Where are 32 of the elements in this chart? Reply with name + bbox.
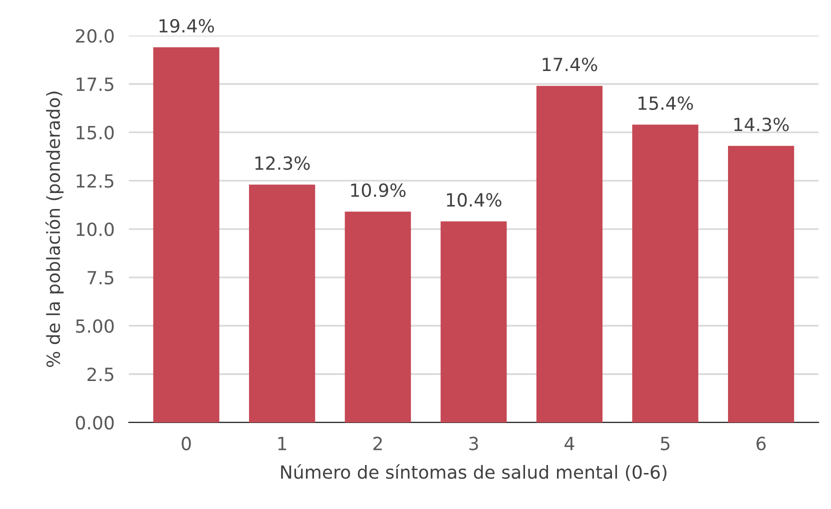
data-label: 12.3% (255, 156, 310, 170)
y-tick-label: 0.00 (76, 416, 114, 430)
y-tick-label: 7.5 (88, 271, 114, 285)
bar (440, 221, 507, 422)
y-tick-label: 15.0 (76, 126, 114, 140)
x-tick-label: 1 (278, 436, 286, 450)
data-label: 19.4% (160, 18, 214, 33)
x-tick-label: 5 (660, 436, 670, 450)
bar (632, 124, 698, 422)
bar (249, 184, 316, 422)
x-tick-label: 0 (182, 436, 191, 450)
x-tick-label: 6 (756, 436, 766, 450)
x-axis-title: Número de síntomas de salud mental (0-6) (281, 464, 666, 482)
y-tick-label: 10.0 (76, 222, 114, 236)
x-tick-label: 2 (373, 436, 382, 450)
y-axis-title: % de la población (ponderado) (45, 92, 64, 367)
bar (728, 146, 794, 422)
bar (153, 47, 220, 422)
data-label: 10.4% (446, 193, 502, 207)
bar (344, 212, 411, 422)
y-tick-label: 2.5 (88, 368, 114, 382)
x-tick-label: 4 (564, 436, 574, 450)
data-label: 17.4% (542, 58, 598, 72)
x-tick-label: 3 (469, 436, 478, 450)
data-label: 15.4% (638, 96, 693, 110)
y-tick-label: 5.00 (76, 319, 114, 333)
data-label: 10.9% (351, 183, 406, 198)
bar (536, 86, 603, 422)
y-tick-label: 20.0 (76, 29, 114, 43)
data-label: 14.3% (734, 118, 789, 132)
y-tick-label: 12.5 (76, 174, 114, 188)
y-tick-label: 17.5 (76, 78, 114, 92)
